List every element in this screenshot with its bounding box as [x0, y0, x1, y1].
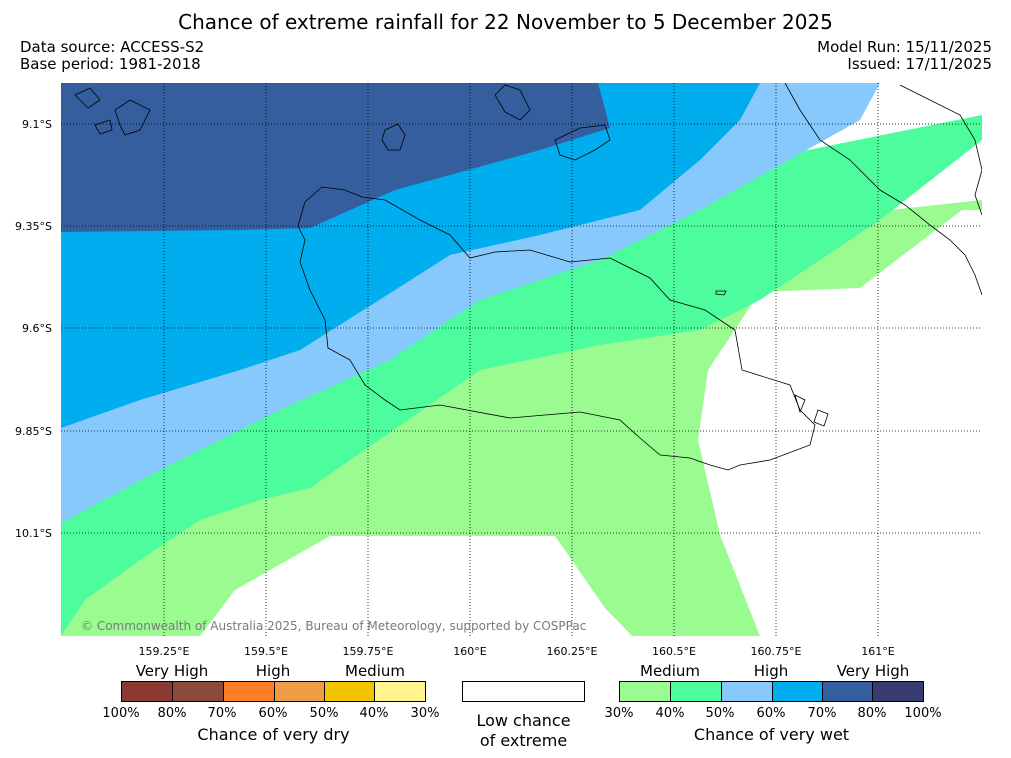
lat-label-9-6: 9.6°S — [22, 322, 52, 335]
dry-tick-80: 80% — [157, 706, 187, 721]
meta-left: Data source: ACCESS-S2 Base period: 1981… — [20, 39, 204, 73]
wet-legend-title: Chance of very wet — [693, 725, 850, 744]
wet-tick-70: 70% — [807, 706, 837, 721]
dry-tick-60: 60% — [258, 706, 288, 721]
wet-swatch-1 — [619, 681, 671, 702]
lat-labels: 9.1°S 9.35°S 9.6°S 9.85°S 10.1°S — [15, 118, 52, 540]
issued-date: Issued: 17/11/2025 — [847, 55, 992, 73]
low-legend-line2: of extreme — [479, 731, 568, 750]
dry-swatch-2 — [172, 681, 224, 702]
florida-islands — [494, 84, 611, 161]
meta-right: Model Run: 15/11/2025 Issued: 17/11/2025 — [817, 39, 992, 73]
wet-swatch-2 — [670, 681, 722, 702]
lon-labels: 159.25°E 159.5°E 159.75°E 160°E 160.25°E… — [139, 645, 895, 658]
wet-swatch-6 — [872, 681, 924, 702]
rainfall-map[interactable]: © Commonwealth of Australia 2025, Bureau… — [0, 0, 1011, 660]
dry-tick-100: 100% — [102, 706, 140, 721]
wet-tick-100: 100% — [904, 706, 942, 721]
low-legend-line1: Low chance — [476, 711, 571, 730]
malaita-south — [899, 84, 982, 216]
model-run: Model Run: 15/11/2025 — [817, 38, 992, 56]
lon-label-161: 161°E — [861, 645, 894, 658]
wet-tick-80: 80% — [857, 706, 887, 721]
lat-label-9-85: 9.85°S — [15, 425, 52, 438]
dry-tick-30: 30% — [410, 706, 440, 721]
wet-swatch-5 — [822, 681, 873, 702]
lon-label-160-5: 160.5°E — [652, 645, 696, 658]
dry-tick-50: 50% — [309, 706, 339, 721]
dry-swatch-6 — [374, 681, 426, 702]
lon-label-160: 160°E — [453, 645, 486, 658]
wet-swatch-3 — [721, 681, 773, 702]
band-50-60 — [61, 115, 982, 636]
graticule — [61, 83, 982, 636]
map-area: © Commonwealth of Australia 2025, Bureau… — [61, 83, 982, 636]
malaita-coastline — [784, 83, 982, 296]
dry-legend-title: Chance of very dry — [197, 725, 350, 744]
marau-islets — [715, 290, 829, 427]
lat-label-9-1: 9.1°S — [22, 118, 52, 131]
dry-swatch-1 — [121, 681, 173, 702]
lat-label-10-1: 10.1°S — [15, 527, 52, 540]
low-swatch — [462, 681, 585, 702]
wet-header-medium: Medium — [640, 662, 700, 680]
dry-swatch-5 — [324, 681, 375, 702]
lon-label-159-75: 159.75°E — [343, 645, 394, 658]
data-source: Data source: ACCESS-S2 — [20, 38, 205, 56]
dry-tick-70: 70% — [207, 706, 237, 721]
base-period: Base period: 1981-2018 — [20, 55, 201, 73]
dry-swatch-3 — [223, 681, 275, 702]
dry-swatch-4 — [274, 681, 325, 702]
wet-tick-50: 50% — [705, 706, 735, 721]
wet-tick-40: 40% — [655, 706, 685, 721]
russell-islands — [74, 87, 151, 136]
dry-header-very-high: Very High — [135, 662, 209, 680]
wet-tick-30: 30% — [604, 706, 634, 721]
lon-label-160-25: 160.25°E — [547, 645, 598, 658]
lat-label-9-35: 9.35°S — [15, 220, 52, 233]
copyright: © Commonwealth of Australia 2025, Bureau… — [81, 619, 586, 633]
dry-tick-40: 40% — [359, 706, 389, 721]
wet-header-high: High — [753, 662, 789, 680]
band-80-100 — [61, 83, 610, 232]
wet-swatch-4 — [772, 681, 823, 702]
lon-label-159-5: 159.5°E — [244, 645, 288, 658]
dry-header-high: High — [255, 662, 291, 680]
dry-header-medium: Medium — [345, 662, 405, 680]
wet-header-very-high: Very High — [836, 662, 910, 680]
lon-label-160-75: 160.75°E — [751, 645, 802, 658]
page-title: Chance of extreme rainfall for 22 Novemb… — [178, 10, 833, 34]
wet-tick-60: 60% — [756, 706, 786, 721]
lon-label-159-25: 159.25°E — [139, 645, 190, 658]
